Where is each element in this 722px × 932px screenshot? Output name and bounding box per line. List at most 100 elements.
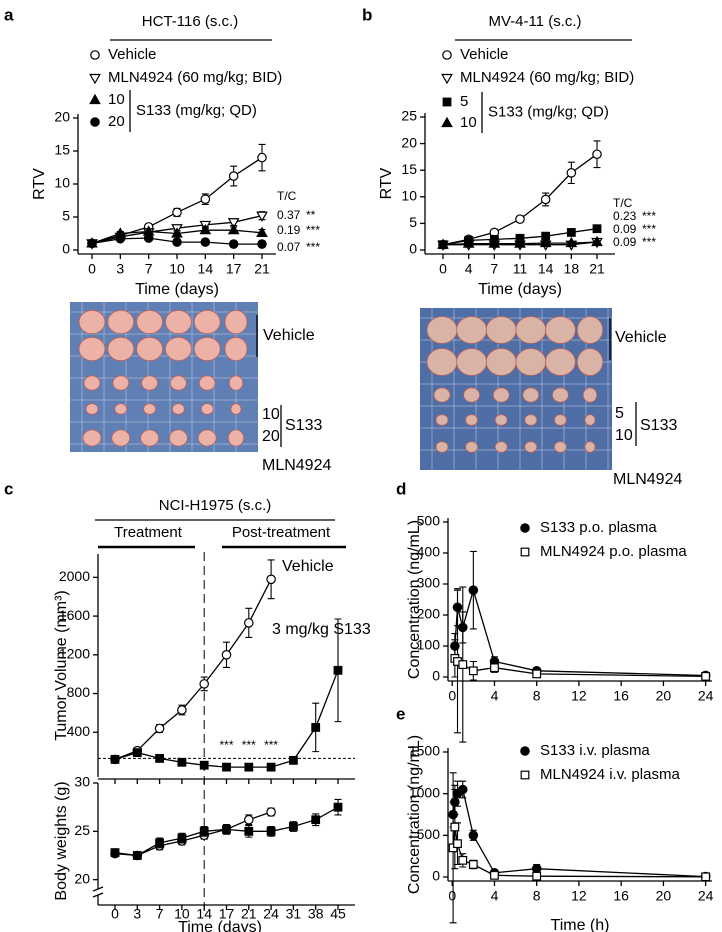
series-line <box>114 670 339 768</box>
x-tick-label: 0 <box>88 261 96 277</box>
y-tick-label: 25 <box>74 822 90 838</box>
legend-label: Vehicle <box>108 46 156 63</box>
tumor <box>485 316 517 344</box>
data-point <box>289 755 298 765</box>
legend-label: S133 i.v. plasma <box>540 742 650 759</box>
y-axis-label: Concentration (ng/mL) <box>406 520 423 679</box>
photo-label: S133 <box>285 417 322 434</box>
data-point <box>227 218 240 229</box>
y-tick-label: 100 <box>417 637 441 653</box>
y-tick-label: 20 <box>401 134 417 150</box>
x-tick-label: 0 <box>439 261 447 277</box>
x-tick-label: 0 <box>448 888 456 904</box>
y-tick-label: 2000 <box>59 568 90 584</box>
x-tick-label: 10 <box>174 906 190 922</box>
tumor <box>85 403 99 415</box>
legend-marker <box>441 73 453 85</box>
tumor <box>83 375 101 391</box>
data-point <box>244 618 254 628</box>
y-axis-label: Tumor Volume (mm³) <box>53 590 70 741</box>
x-tick-label: 17 <box>219 906 235 922</box>
data-point <box>266 762 276 772</box>
y-tick-label: 0 <box>432 668 440 684</box>
legend-label: MLN4924 (60 mg/kg; BID) <box>108 69 282 86</box>
tumor <box>112 375 130 391</box>
data-point <box>132 851 142 860</box>
data-point <box>177 833 187 843</box>
photo-label: MLN4924 <box>262 457 331 474</box>
legend-label: S133 p.o. plasma <box>540 519 657 536</box>
data-point <box>200 237 211 247</box>
chart-title: NCI-H1975 (s.c.) <box>159 497 272 514</box>
data-point <box>458 855 468 865</box>
tumor <box>554 414 567 426</box>
tumor <box>193 309 221 335</box>
x-tick-label: 14 <box>538 261 554 277</box>
data-point <box>437 238 449 249</box>
tumor <box>171 403 185 415</box>
y-tick-label: 400 <box>67 723 91 739</box>
tumor <box>200 403 214 415</box>
data-point <box>110 848 120 857</box>
data-point <box>333 802 343 812</box>
data-point <box>221 650 232 660</box>
data-point <box>257 239 267 249</box>
x-tick-label: 24 <box>698 688 714 704</box>
y-tick-label: 0 <box>432 868 440 884</box>
data-point <box>172 237 182 247</box>
tumor <box>463 387 481 403</box>
tumor <box>515 316 547 344</box>
tumor <box>140 429 160 447</box>
x-tick-label: 16 <box>613 688 629 704</box>
x-tick-label: 12 <box>571 688 587 704</box>
data-point <box>468 585 479 595</box>
data-point <box>200 194 211 204</box>
data-point <box>143 233 154 243</box>
data-point <box>490 663 499 673</box>
legend-label: 10 <box>108 91 125 108</box>
x-tick-label: 14 <box>196 906 212 922</box>
tumor <box>193 336 221 362</box>
x-tick-label: 4 <box>465 261 473 277</box>
tumor <box>228 375 244 391</box>
tumor <box>552 387 569 403</box>
x-tick-label: 0 <box>448 688 456 704</box>
photo-label: 10 <box>615 427 633 444</box>
tumor <box>545 348 576 376</box>
photo-label: 5 <box>615 405 624 422</box>
y-axis-label: Concentration (ng/mL) <box>406 735 423 894</box>
data-point <box>450 822 460 832</box>
y-tick-label: 800 <box>67 684 91 700</box>
series-label: 3 mg/kg S133 <box>272 621 371 638</box>
data-point <box>228 239 239 249</box>
data-point <box>462 237 475 248</box>
data-point <box>266 826 276 836</box>
phase-label: Post-treatment <box>232 524 331 541</box>
legend-marker <box>90 117 100 127</box>
axis-break <box>92 886 104 892</box>
data-point <box>490 870 499 880</box>
y-tick-label: 20 <box>54 109 70 125</box>
tumor <box>136 336 164 362</box>
tc-value: 0.09 <box>613 235 637 249</box>
tumor <box>576 348 604 376</box>
data-point <box>540 194 551 205</box>
x-tick-label: 38 <box>308 906 324 922</box>
data-point <box>701 872 711 882</box>
data-point <box>457 784 468 795</box>
tumor <box>82 429 102 447</box>
x-tick-label: 3 <box>116 261 124 277</box>
tumor <box>164 309 192 335</box>
significance: *** <box>242 738 256 752</box>
data-point <box>110 754 120 764</box>
tumor <box>164 336 192 362</box>
legend-label: 5 <box>460 93 468 110</box>
y-axis-label: Body weights (g) <box>53 781 70 900</box>
tc-significance: *** <box>642 222 656 236</box>
y-tick-label: 10 <box>401 188 417 204</box>
tc-significance: *** <box>642 235 656 249</box>
panel-letter: b <box>362 5 372 24</box>
data-point <box>199 760 209 770</box>
